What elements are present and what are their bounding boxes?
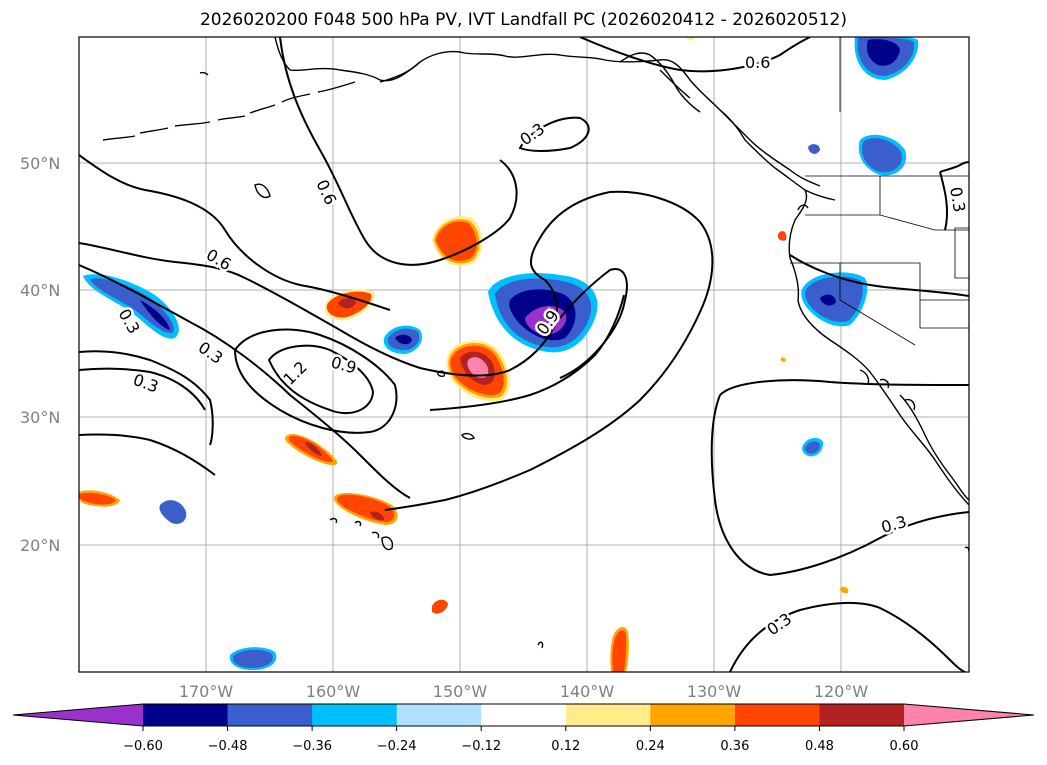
map-title: 2026020200 F048 500 hPa PV, IVT Landfall… [199, 10, 847, 30]
lon-label-140w: 140°W [560, 682, 615, 701]
colorbar-tick-label: −0.36 [292, 739, 332, 754]
lon-label-150w: 150°W [433, 682, 488, 701]
colorbar-segment [396, 704, 482, 726]
colorbar-tick-label: 0.48 [805, 739, 834, 754]
political-borders [790, 37, 969, 346]
latitude-labels: 50°N 40°N 30°N 20°N [20, 154, 60, 555]
lon-label-170w: 170°W [179, 682, 234, 701]
blob-pos-small-1 [432, 599, 448, 614]
lon-label-120w: 120°W [814, 682, 869, 701]
colorbar-extend-low [13, 704, 143, 726]
colorbar-extend-high [904, 704, 1034, 726]
contour-label: 0.6 [745, 53, 770, 72]
blob-neg-small-2 [159, 500, 187, 524]
colorbar-tick-label: 0.36 [720, 739, 749, 754]
lat-label-50n: 50°N [20, 154, 60, 173]
lat-label-20n: 20°N [20, 536, 60, 555]
colorbar-tick-label: −0.24 [377, 739, 417, 754]
colorbar-tick-label: 0.24 [636, 739, 665, 754]
colorbar-segment [143, 704, 229, 726]
colorbar-tick-label: 0.60 [890, 739, 919, 754]
colorbar-tick-label: 0.12 [551, 739, 580, 754]
blob-pos-small-3 [777, 231, 787, 241]
lon-label-130w: 130°W [687, 682, 742, 701]
colorbar-segment [819, 704, 905, 726]
pv-positive-blobs [79, 37, 849, 672]
colorbar-segments [143, 704, 905, 726]
blob-neg-west-1-core [90, 278, 174, 334]
colorbar-ticks: −0.60 −0.48 −0.36 −0.24 −0.12 0.12 0.24 0.36 0.4… [123, 726, 918, 754]
map-frame [78, 36, 970, 673]
colorbar-segment [312, 704, 398, 726]
colorbar-tick-label: −0.60 [123, 739, 163, 754]
colorbar-segment [565, 704, 651, 726]
colorbar: −0.60 −0.48 −0.36 −0.24 −0.12 0.12 0.24 0.36 0.4… [12, 703, 1035, 754]
colorbar-segment [734, 704, 820, 726]
lat-label-30n: 30°N [20, 408, 60, 427]
longitude-labels: 170°W 160°W 150°W 140°W 130°W 120°W [179, 682, 869, 701]
colorbar-tick-label: −0.12 [461, 739, 501, 754]
coastlines [102, 37, 969, 649]
pv-contours [79, 37, 969, 672]
colorbar-segment [481, 704, 567, 726]
pv-negative-blobs [83, 37, 919, 670]
colorbar-segment [650, 704, 736, 726]
colorbar-tick-label: −0.48 [208, 739, 248, 754]
lat-label-40n: 40°N [20, 281, 60, 300]
colorbar-segment [227, 704, 313, 726]
lon-label-160w: 160°W [306, 682, 361, 701]
